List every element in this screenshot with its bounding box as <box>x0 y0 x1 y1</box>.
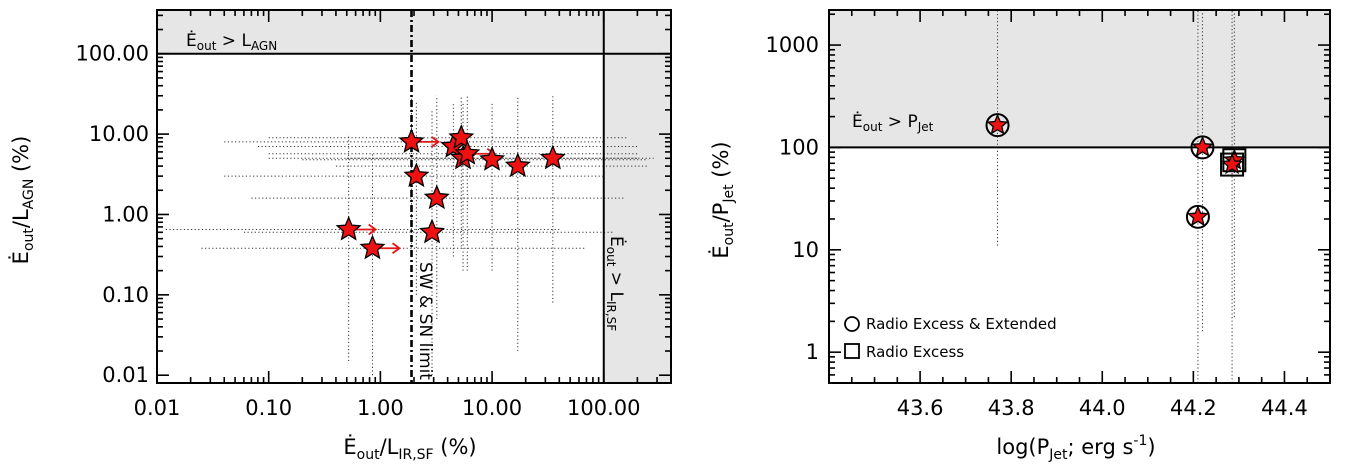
legend-square-label: Radio Excess <box>866 343 964 361</box>
data-point-star <box>1221 152 1244 175</box>
top-region-label: Ėout > LAGN <box>186 30 277 53</box>
left-panel: 0.01 0.01 0.10 0.10 1.00 1.00 10.00 10.00 100.00… <box>8 9 672 463</box>
data-point-star <box>1191 135 1214 157</box>
top-exceed-region <box>157 10 671 54</box>
data-point-star <box>986 113 1009 135</box>
y-tick-label: 10 <box>792 238 819 262</box>
right-error-bars <box>997 10 1235 383</box>
x-tick-label: 44.4 <box>1261 396 1308 420</box>
x-tick-label: 1.00 <box>357 396 404 420</box>
left-x-axis-label: Ėout/LIR,SF (%) <box>343 434 476 463</box>
right-points <box>985 113 1247 229</box>
right-ticks: 43.6 43.8 44.0 44.2 44.4 1 10 100 1000 <box>766 10 1331 420</box>
data-point-star <box>359 234 386 260</box>
y-tick-label: 100.00 <box>76 42 149 66</box>
data-point-star <box>454 140 481 165</box>
data-point-star <box>335 215 362 241</box>
legend: Radio Excess & Extended Radio Excess <box>844 315 1057 361</box>
data-point-star <box>539 144 566 170</box>
x-tick-label: 0.10 <box>245 396 292 420</box>
arrow-head <box>368 223 378 236</box>
left-ticks: 0.01 0.01 0.10 0.10 1.00 1.00 10.00 10.00 100.00… <box>76 10 671 420</box>
legend-circle-icon <box>844 316 860 332</box>
x-tick-label: 100.00 <box>567 396 640 420</box>
right-region-label: Ėout > LIR,SF <box>604 236 627 331</box>
x-tick-label: 0.01 <box>134 396 181 420</box>
jet-region-label: Ėout > PJet <box>852 111 934 134</box>
left-points <box>335 124 566 260</box>
y-tick-label: 1.00 <box>102 202 149 226</box>
jet-exceed-region <box>829 10 1330 148</box>
x-tick-label: 43.8 <box>988 396 1035 420</box>
y-tick-label: 0.10 <box>102 283 149 307</box>
right-panel: 43.6 43.8 44.0 44.2 44.4 1 10 100 1000 Ėout > PJ… <box>708 9 1331 463</box>
x-tick-label: 44.0 <box>1079 396 1126 420</box>
left-y-axis-label: Ėout/LAGN (%) <box>8 136 37 265</box>
x-tick-label: 44.2 <box>1170 396 1217 420</box>
data-point-star <box>479 146 506 171</box>
data-point-star <box>418 218 445 244</box>
data-point-star <box>398 128 425 153</box>
data-point-star <box>403 162 430 188</box>
data-point-star <box>1186 205 1210 227</box>
legend-circle-label: Radio Excess & Extended <box>866 315 1057 333</box>
y-tick-label: 100 <box>779 135 819 159</box>
x-tick-label: 43.6 <box>897 396 944 420</box>
data-point-star <box>504 152 531 178</box>
arrow-head <box>430 136 441 148</box>
right-exceed-region <box>603 10 671 383</box>
right-x-axis-label: log(PJet; erg s-1) <box>996 433 1155 463</box>
limit-label: SW & SN limit <box>415 262 435 380</box>
y-tick-label: 1000 <box>766 33 819 57</box>
legend-square-icon <box>844 343 860 359</box>
right-y-axis-label: Ėout/PJet (%) <box>708 141 737 258</box>
left-plot-frame <box>156 9 672 384</box>
data-point-star <box>423 184 450 210</box>
arrow-head <box>391 242 402 254</box>
y-tick-label: 10.00 <box>89 122 149 146</box>
y-tick-label: 0.01 <box>102 363 149 387</box>
y-tick-label: 1 <box>806 340 819 364</box>
x-tick-label: 10.00 <box>462 396 522 420</box>
